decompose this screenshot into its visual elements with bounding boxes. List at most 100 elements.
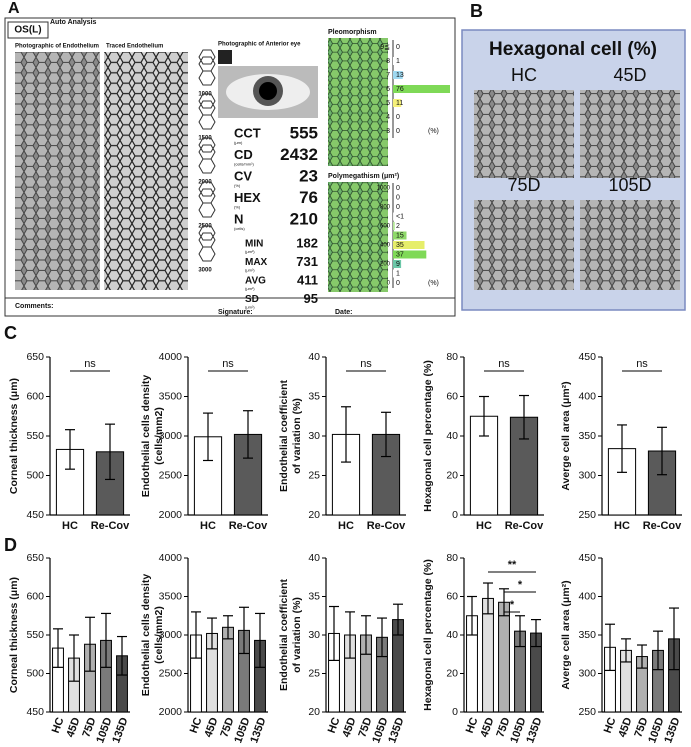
- cell-image: [580, 90, 680, 178]
- metric-name: MIN: [245, 239, 263, 250]
- metric-name: MAX: [245, 257, 268, 268]
- x-tick-label: HC: [602, 716, 619, 735]
- metric-unit: (%): [234, 183, 241, 188]
- eye-icon: [218, 50, 232, 64]
- hist-value: 0: [396, 185, 400, 192]
- y-axis-label: Endothelial cells density: [140, 574, 152, 697]
- endothelium-photo: [15, 52, 100, 290]
- hist-value: 9: [396, 261, 400, 268]
- caption: Traced Endothelium: [106, 44, 163, 50]
- hist-label: 7: [386, 72, 390, 79]
- error-bar: [377, 617, 387, 658]
- significance-label: ns: [360, 358, 372, 370]
- metric-value: 76: [299, 188, 318, 207]
- error-bar: [637, 644, 647, 669]
- error-bar: [381, 411, 391, 458]
- y-axis-label: Hexagonal cell percentage (%): [422, 559, 434, 711]
- error-bar: [105, 423, 115, 481]
- y-tick-label: 3500: [159, 390, 183, 402]
- error-bar: [223, 615, 233, 640]
- y-tick-label: 30: [308, 430, 320, 442]
- metric-value: 2432: [280, 145, 318, 164]
- hist-label: 5: [386, 100, 390, 107]
- y-tick-label: 400: [578, 590, 596, 602]
- metric-value: 182: [296, 235, 318, 250]
- hex-scale-label: 2000: [198, 180, 212, 186]
- traced-photo: [104, 52, 188, 290]
- x-tick-label: HC: [188, 716, 205, 735]
- y-axis-label: of variation (%): [291, 398, 303, 474]
- error-bar: [65, 429, 75, 470]
- hist-value: 35: [396, 242, 404, 249]
- y-tick-label: 40: [308, 552, 320, 564]
- metric-name: N: [234, 211, 243, 226]
- hist-value: 76: [396, 86, 404, 93]
- y-tick-label: 250: [578, 509, 596, 521]
- y-tick-label: 3000: [159, 430, 183, 442]
- error-bar: [467, 595, 477, 636]
- polymegathism-title: Polymegathism (μm²): [328, 173, 399, 180]
- error-bar: [345, 611, 355, 659]
- y-tick-label: 80: [446, 552, 458, 564]
- hist-bar: [393, 71, 403, 79]
- error-bar: [53, 628, 63, 668]
- metric-value: 731: [296, 254, 318, 269]
- y-tick-label: 650: [26, 552, 44, 564]
- error-bar: [617, 424, 627, 473]
- footer: Signature:: [218, 309, 253, 316]
- group-label: 45D: [613, 65, 646, 85]
- y-tick-label: 300: [578, 469, 596, 481]
- hist-value: 1: [396, 270, 400, 277]
- y-tick-label: 20: [446, 469, 458, 481]
- hist-value: 13: [396, 72, 404, 79]
- x-tick-label: HC: [50, 716, 67, 735]
- error-bar: [85, 616, 95, 672]
- y-tick-label: 500: [26, 667, 44, 679]
- metric-unit: (μm): [234, 140, 243, 145]
- y-tick-label: 4000: [159, 552, 183, 564]
- panel-label: D: [4, 535, 17, 555]
- metric-unit: (%): [234, 205, 241, 210]
- hist-label: 3: [386, 128, 390, 135]
- hist-value: 37: [396, 251, 404, 258]
- hist-label: 9≦: [380, 44, 390, 51]
- significance-label: **: [508, 559, 517, 571]
- y-tick-label: 25: [308, 469, 320, 481]
- significance-label: *: [510, 599, 515, 611]
- significance-label: ns: [636, 358, 648, 370]
- metric-value: 210: [290, 209, 318, 228]
- y-tick-label: 650: [26, 351, 44, 363]
- y-tick-label: 3500: [159, 590, 183, 602]
- y-tick-label: 450: [26, 706, 44, 718]
- y-axis-label: Corneal thickness (μm): [8, 577, 20, 693]
- hist-unit: (%): [428, 128, 439, 135]
- hist-tick-label: 0: [387, 281, 391, 287]
- metric-name: CV: [234, 168, 252, 183]
- y-axis-label: Hexagonal cell percentage (%): [422, 360, 434, 512]
- y-tick-label: 550: [26, 629, 44, 641]
- x-tick-label: Re-Cov: [229, 520, 268, 532]
- hist-tick-label: 1000: [377, 186, 391, 192]
- hist-bar: [393, 250, 427, 259]
- y-tick-label: 500: [26, 469, 44, 481]
- y-tick-label: 4000: [159, 351, 183, 363]
- footer: Comments:: [15, 303, 54, 310]
- metric-name: CCT: [234, 125, 261, 140]
- error-bar: [341, 406, 351, 463]
- y-tick-label: 450: [26, 509, 44, 521]
- x-tick-label: Re-Cov: [505, 520, 544, 532]
- x-tick-label: HC: [614, 520, 630, 532]
- caption: Photographic of Endothelium: [15, 44, 99, 50]
- eye-label: OS(L): [14, 25, 41, 36]
- metric-name: SD: [245, 294, 259, 305]
- significance-label: ns: [84, 358, 96, 370]
- cell-image: [474, 90, 574, 178]
- y-tick-label: 450: [578, 552, 596, 564]
- hist-label: 4: [386, 114, 390, 121]
- hist-tick-label: 200: [380, 262, 391, 268]
- hist-bar: [393, 260, 402, 268]
- eye-box: [7, 21, 49, 39]
- y-tick-label: 25: [308, 667, 320, 679]
- y-tick-label: 40: [308, 351, 320, 363]
- x-tick-label: Re-Cov: [367, 520, 406, 532]
